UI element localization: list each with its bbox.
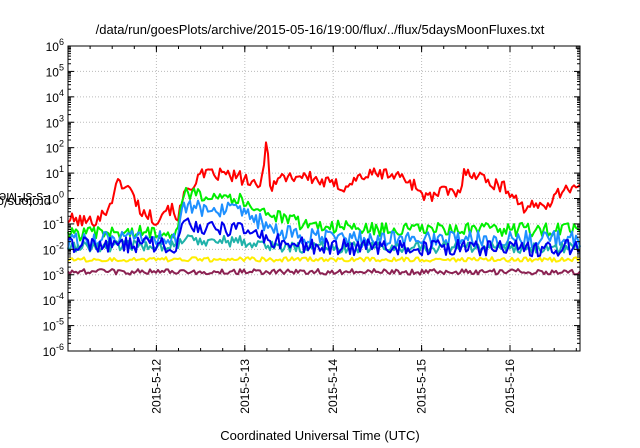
x-axis-label: Coordinated Universal Time (UTC) xyxy=(220,428,420,443)
series-line-3 xyxy=(67,199,581,250)
x-tick-label: 2015-5-16 xyxy=(503,359,517,414)
series-lines xyxy=(67,141,581,276)
series-line-6 xyxy=(67,256,581,263)
y-tick-label: 104 xyxy=(46,88,64,105)
y-tick-label: 101 xyxy=(46,164,64,181)
grid xyxy=(68,46,580,351)
y-tick-label: 105 xyxy=(46,62,64,79)
y-tick-label: 102 xyxy=(46,139,64,156)
y-tick-label: 10-1 xyxy=(43,215,64,232)
series-line-5 xyxy=(67,217,581,258)
y-tick-label: 10-3 xyxy=(43,266,64,283)
series-line-1 xyxy=(67,141,581,228)
series-line-7 xyxy=(67,268,581,276)
y-tick-label: 106 xyxy=(46,37,64,54)
x-tick-label: 2015-5-12 xyxy=(149,359,163,414)
y-tick-label: 103 xyxy=(46,113,64,130)
y-tick-label: 100 xyxy=(46,190,64,207)
y-axis-ticks: 10-6 10-5 10-4 10-3 10-2 10-1 100 101 102 103 104 1… xyxy=(43,37,580,359)
y-tick-label: 10-5 xyxy=(43,317,64,334)
x-tick-label: 2015-5-14 xyxy=(326,359,340,414)
x-tick-label: 2015-5-13 xyxy=(238,359,252,414)
chart-title: /data/run/goesPlots/archive/2015-05-16/1… xyxy=(95,22,545,37)
y-tick-label: 10-4 xyxy=(43,291,64,308)
y-tick-label: 10-6 xyxy=(43,342,64,359)
series-line-2 xyxy=(67,186,581,242)
y-tick-label: 10-2 xyxy=(43,240,64,257)
x-tick-label: 2015-5-15 xyxy=(415,359,429,414)
x-axis-ticks: 2015-5-12 2015-5-13 2015-5-14 2015-5-15 2015… xyxy=(89,46,577,414)
